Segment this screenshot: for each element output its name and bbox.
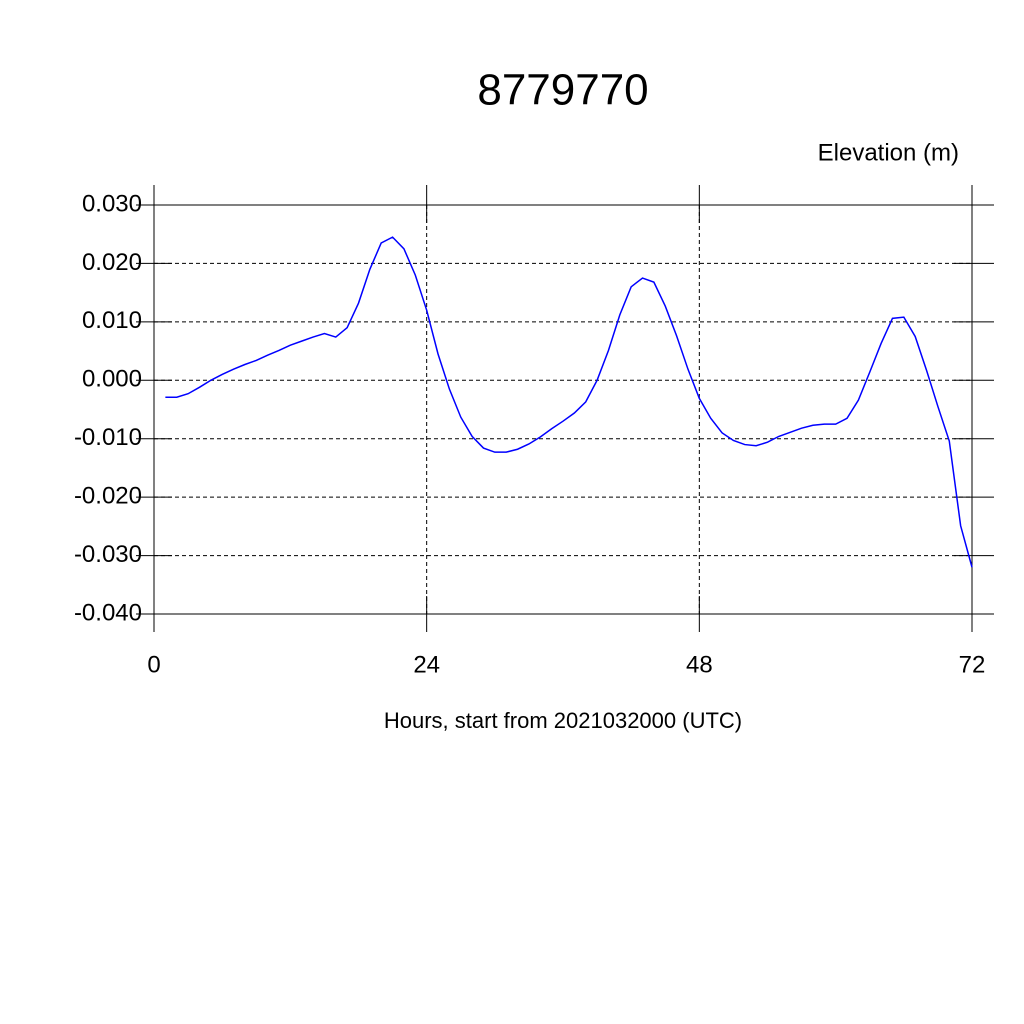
y-tick-label: 0.020 [82, 249, 142, 276]
data-line [165, 236, 973, 568]
x-tick-label: 72 [959, 651, 986, 678]
axis-unit-label: Elevation (m) [818, 139, 959, 166]
chart-title: 8779770 [477, 66, 648, 115]
y-tick-label: -0.040 [74, 599, 142, 626]
plot-frame [153, 204, 973, 615]
x-tick-label: 24 [413, 651, 440, 678]
y-tick-label: -0.010 [74, 424, 142, 451]
y-tick-label: 0.030 [82, 190, 142, 217]
x-tick-label: 48 [686, 651, 713, 678]
y-tick-label: -0.020 [74, 482, 142, 509]
x-axis-label: Hours, start from 2021032000 (UTC) [384, 708, 742, 733]
y-tick-label: -0.030 [74, 541, 142, 568]
x-tick-label: 0 [147, 651, 160, 678]
y-tick-label: 0.000 [82, 366, 142, 393]
y-tick-label: 0.010 [82, 307, 142, 334]
